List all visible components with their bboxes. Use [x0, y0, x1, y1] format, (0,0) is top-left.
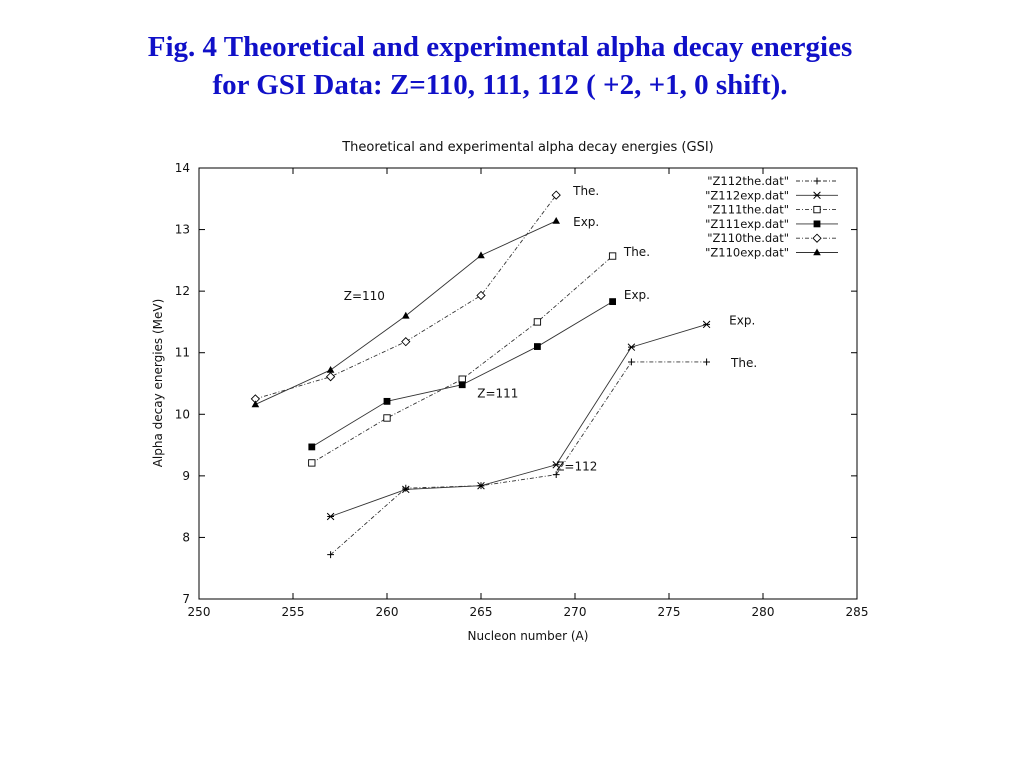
data-point: [552, 216, 560, 224]
data-point: [402, 484, 410, 492]
data-point: [552, 471, 560, 479]
data-point: [251, 400, 260, 408]
data-point: [308, 443, 316, 451]
data-point: [402, 485, 410, 494]
x-axis-label: Nucleon number (A): [468, 629, 589, 643]
x-tick-label: 255: [282, 605, 305, 619]
data-point: [703, 358, 710, 366]
data-point: [812, 233, 822, 243]
y-tick-label: 12: [175, 284, 190, 298]
y-tick-label: 10: [175, 407, 190, 421]
annotation-label: The.: [572, 184, 599, 198]
axis-ticks: 250 255 260 265 270 275 280 285 7 8 9 10 11 12 13 14: [175, 161, 869, 619]
data-point: [813, 191, 821, 200]
series-5: [251, 216, 560, 408]
x-tick-label: 270: [564, 605, 587, 619]
data-point: [327, 551, 334, 559]
chart-title: Theoretical and experimental alpha decay…: [341, 140, 714, 155]
data-point: [813, 205, 821, 214]
annotation-label: Z=111: [477, 387, 518, 401]
series-line: [311, 301, 613, 448]
data-point: [383, 414, 391, 422]
data-point: [628, 358, 635, 366]
series-line: [330, 361, 707, 556]
data-point: [308, 459, 316, 467]
annotation-label: Exp.: [729, 313, 755, 327]
data-point: [813, 220, 821, 228]
x-tick-label: 265: [470, 605, 493, 619]
data-point: [813, 177, 821, 185]
legend-entry-label: "Z110exp.dat": [705, 246, 789, 260]
data-point: [627, 343, 636, 351]
series-3: [308, 298, 616, 451]
data-point: [401, 336, 411, 347]
slide-title-line-2: for GSI Data: Z=110, 111, 112 ( +2, +1, …: [212, 69, 788, 101]
series-1: [326, 320, 711, 521]
legend-entry-label: "Z111exp.dat": [705, 217, 789, 231]
data-point: [552, 461, 560, 469]
series-layer: [250, 190, 711, 559]
y-tick-label: 8: [182, 530, 190, 544]
data-point: [813, 248, 821, 256]
legend-entry-label: "Z112the.dat": [707, 174, 789, 188]
x-tick-label: 250: [188, 605, 211, 619]
series-2: [308, 252, 617, 467]
data-point: [702, 320, 711, 329]
plot-frame: [198, 167, 858, 600]
data-point: [551, 190, 561, 200]
annotation-label: The.: [623, 245, 650, 259]
annotation-label: Z=110: [344, 289, 385, 303]
legend-entry-label: "Z111the.dat": [707, 203, 789, 217]
data-point: [534, 343, 541, 350]
legend: "Z112the.dat""Z112exp.dat""Z111the.dat""…: [705, 174, 838, 260]
data-point: [477, 481, 485, 490]
x-tick-label: 280: [752, 605, 775, 619]
series-0: [327, 358, 710, 559]
series-line: [255, 194, 557, 400]
data-point: [609, 298, 616, 306]
data-point: [325, 372, 336, 382]
legend-entry-label: "Z110the.dat": [707, 231, 789, 245]
y-tick-label: 11: [175, 346, 190, 360]
data-point: [476, 290, 486, 301]
data-point: [326, 365, 335, 373]
series-4: [250, 190, 561, 404]
annotation-label: Exp.: [624, 288, 650, 302]
y-tick-label: 14: [175, 161, 190, 175]
slide-title-line-1: Fig. 4 Theoretical and experimental alph…: [147, 31, 853, 63]
y-axis-label: Alpha decay energies (MeV): [151, 299, 165, 468]
annotation-label: The.: [730, 356, 757, 370]
series-line: [330, 323, 707, 517]
x-tick-label: 275: [658, 605, 681, 619]
data-point: [402, 311, 410, 319]
y-tick-label: 13: [175, 223, 190, 237]
y-tick-label: 7: [182, 592, 190, 606]
data-point: [608, 252, 617, 260]
data-point: [458, 381, 466, 389]
annotation-label: Exp.: [573, 215, 599, 229]
data-point: [383, 397, 391, 405]
annotations: The. Exp. The. Exp. Exp. The. Z=110 Z=111 Z=112: [344, 184, 757, 473]
slide-title: Fig. 4 Theoretical and experimental alph…: [0, 28, 1000, 104]
data-point: [477, 251, 485, 259]
data-point: [533, 318, 542, 326]
series-line: [311, 255, 613, 464]
legend-entry-label: "Z112exp.dat": [705, 188, 789, 202]
x-tick-label: 285: [846, 605, 869, 619]
data-point: [326, 512, 335, 521]
x-tick-label: 260: [376, 605, 399, 619]
y-tick-label: 9: [182, 469, 190, 483]
annotation-label: Z=112: [556, 459, 597, 473]
